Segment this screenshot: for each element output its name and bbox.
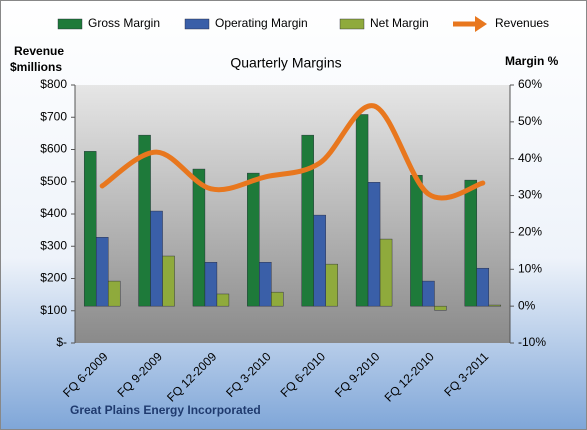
bar [464, 179, 478, 307]
bar [410, 175, 423, 307]
bar [192, 168, 206, 307]
bar [301, 134, 314, 307]
bar [247, 172, 260, 307]
y-axis-title-line: $millions [10, 60, 62, 74]
bar [434, 305, 447, 311]
y2-tick-label: 30% [518, 188, 542, 202]
legend-label: Net Margin [370, 16, 429, 30]
y2-tick-label: 0% [518, 298, 536, 312]
legend-swatch [339, 18, 365, 30]
bar [325, 263, 338, 307]
legend-swatch [475, 16, 487, 32]
y-tick-label: $200 [40, 271, 67, 285]
bar [422, 280, 435, 307]
y-axis-title-line: Revenue [14, 44, 64, 58]
bar [476, 267, 490, 307]
legend-swatch [184, 18, 210, 30]
bar [313, 214, 326, 307]
bar [150, 210, 163, 307]
legend-label: Operating Margin [215, 16, 308, 30]
legend-swatch [57, 18, 83, 30]
y2-tick-label: 20% [518, 225, 542, 239]
bar [107, 280, 121, 307]
bar [367, 182, 381, 307]
bar [379, 238, 393, 307]
y-tick-label: $800 [40, 77, 67, 91]
y-tick-label: $600 [40, 142, 67, 156]
y2-tick-label: 50% [518, 114, 542, 128]
y-tick-label: $500 [40, 174, 67, 188]
bar [355, 114, 369, 307]
revenue-line [99, 103, 486, 201]
chart-title: Quarterly Margins [230, 55, 341, 71]
bar [216, 293, 230, 307]
y-tick-label: $100 [40, 303, 67, 317]
footer: Great Plains Energy Incorporated [70, 403, 261, 417]
bar [138, 134, 151, 307]
y2-tick-label: 60% [518, 77, 542, 91]
legend-label: Revenues [495, 16, 549, 30]
bar [95, 237, 109, 307]
y-tick-label: $- [56, 335, 67, 349]
bar [83, 151, 97, 307]
y-tick-label: $400 [40, 206, 67, 220]
y-tick-label: $700 [40, 109, 67, 123]
bar [271, 291, 284, 307]
y-tick-label: $300 [40, 238, 67, 252]
y2-tick-label: 40% [518, 151, 542, 165]
y2-tick-label: 10% [518, 261, 542, 275]
legend-label: Gross Margin [88, 16, 160, 30]
bar [488, 304, 502, 307]
y2-tick-label: -10% [518, 335, 546, 349]
bar [259, 262, 272, 307]
y-axis-title: Revenue $millions [10, 44, 67, 74]
bar [204, 262, 218, 307]
bar [162, 255, 175, 307]
y2-axis-title: Margin % [505, 54, 559, 68]
